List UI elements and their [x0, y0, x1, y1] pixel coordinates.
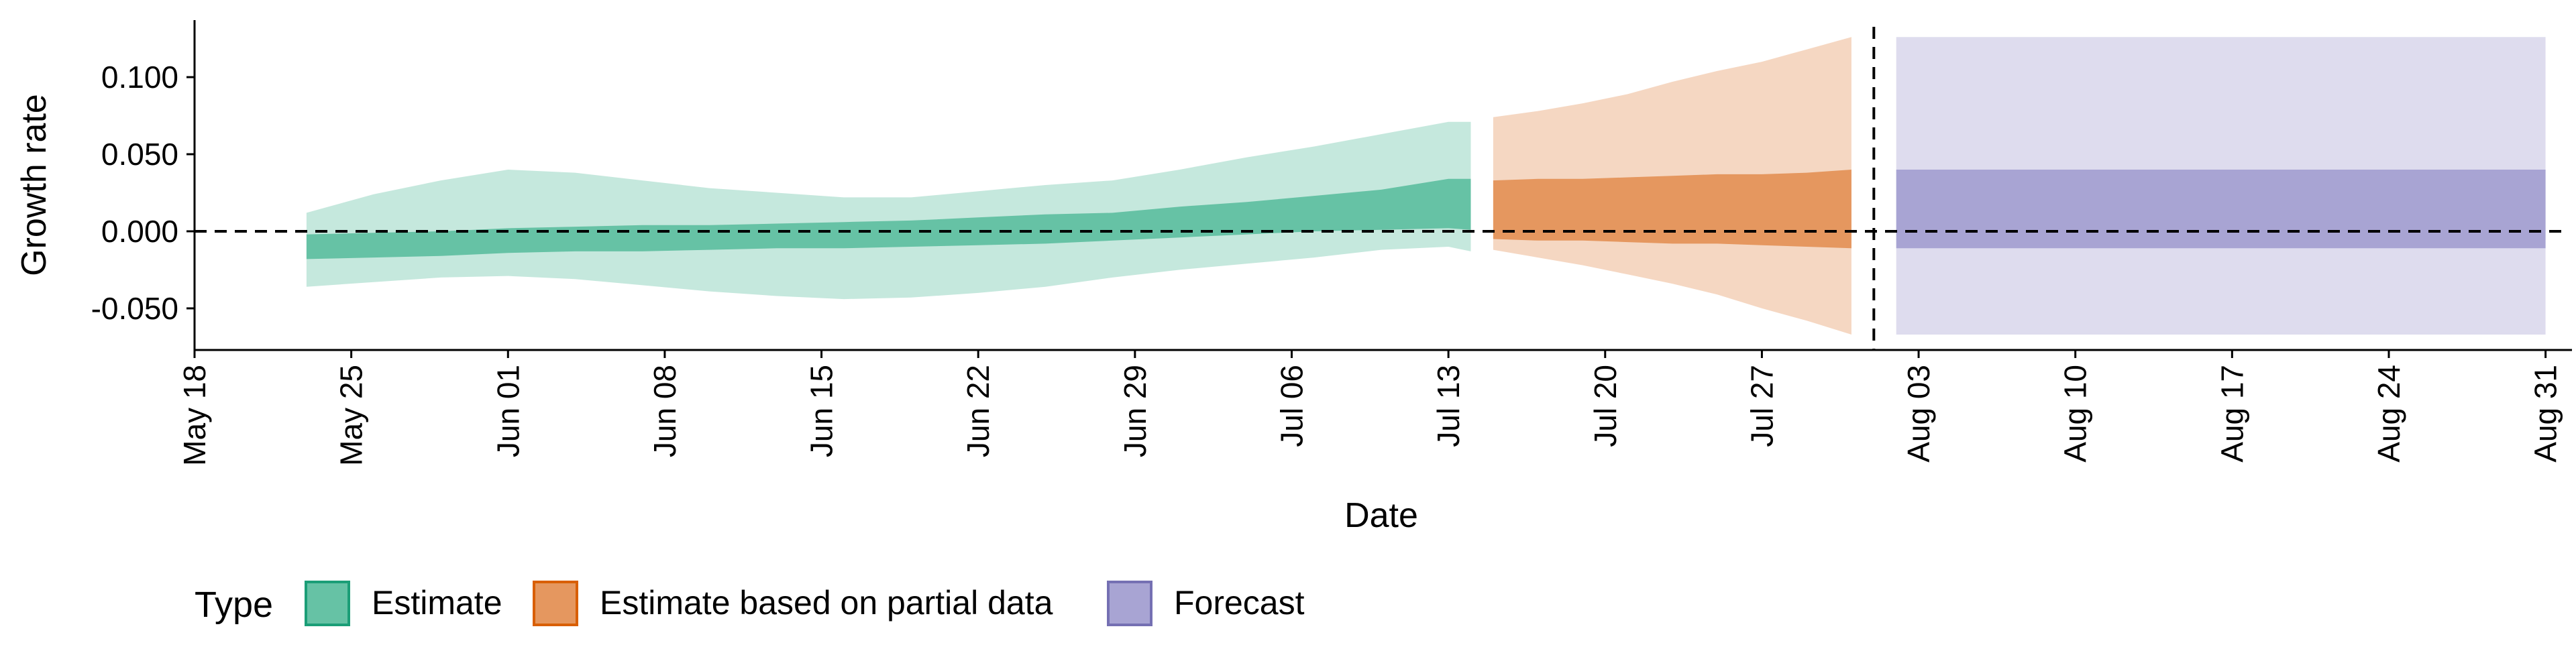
legend-label-estimate-based-on-partial-data: Estimate based on partial data: [600, 584, 1053, 622]
x-tick-label: Jul 27: [1744, 365, 1779, 447]
estimate-inner-band: [306, 178, 1471, 259]
axes: [193, 20, 2572, 351]
x-tick-label: May 18: [177, 365, 212, 466]
legend-label-estimate: Estimate: [372, 584, 502, 622]
x-tick-label: Jul 06: [1275, 365, 1309, 447]
x-tick-label: Jun 08: [647, 365, 682, 457]
legend-key-estimate: [305, 581, 350, 626]
x-tick-label: Jun 15: [804, 365, 839, 457]
x-tick-label: Aug 10: [2058, 365, 2093, 463]
bands-layer: [306, 37, 2546, 335]
x-tick-label: Aug 03: [1901, 365, 1936, 463]
x-tick-label: Jun 01: [490, 365, 525, 457]
y-tick-label: 0.100: [101, 60, 178, 95]
x-tick-label: Aug 24: [2371, 365, 2406, 463]
reference-lines: [195, 27, 2568, 350]
forecast-inner-band: [1896, 170, 2546, 249]
y-tick-label: -0.050: [91, 291, 178, 326]
x-tick-label: Jul 20: [1588, 365, 1623, 447]
legend-key-forecast: [1107, 581, 1152, 626]
y-tick-label: 0.000: [101, 214, 178, 249]
x-tick-label: May 25: [334, 365, 369, 466]
x-tick-label: Aug 31: [2528, 365, 2563, 463]
x-tick-label: Aug 17: [2214, 365, 2249, 463]
x-tick-label: Jul 13: [1431, 365, 1466, 447]
y-axis-title: Growth rate: [15, 94, 54, 276]
ticks: May 18 May 25 Jun 01 Jun 08 Jun 15 Jun 22 Jun …: [91, 60, 2563, 466]
estimate-based-on-partial-data-inner-band: [1493, 170, 1851, 249]
legend-label-forecast: Forecast: [1174, 584, 1305, 622]
x-tick-label: Jun 29: [1118, 365, 1152, 457]
legend-key-estimate-based-on-partial-data: [533, 581, 578, 626]
y-tick-label: 0.050: [101, 137, 178, 172]
estimate-outer-band: [306, 121, 1471, 300]
x-axis-title: Date: [1344, 496, 1418, 535]
legend: Type Estimate Estimate based on partial d…: [195, 581, 1305, 626]
x-tick-label: Jun 22: [961, 365, 996, 457]
legend-title: Type: [195, 585, 273, 625]
